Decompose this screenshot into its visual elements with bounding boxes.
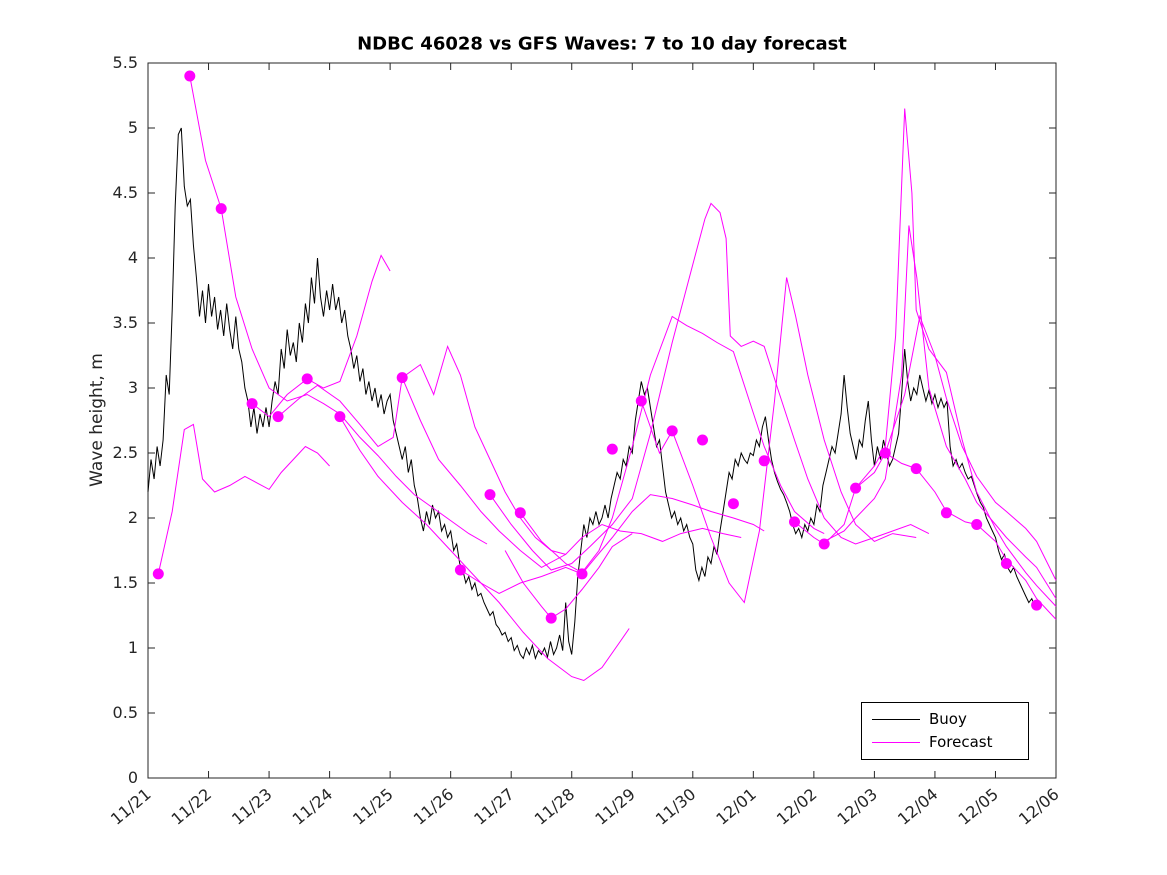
y-tick-label: 3.5 xyxy=(113,313,138,332)
forecast-marker-dot xyxy=(484,489,496,501)
forecast-marker-dot xyxy=(606,443,618,455)
forecast-marker-dot xyxy=(246,398,258,410)
forecast-series-line xyxy=(504,533,633,619)
x-tick-label: 11/21 xyxy=(107,785,155,829)
legend-entry-forecast: Forecast xyxy=(862,735,1028,750)
y-tick-label: 2.5 xyxy=(113,443,138,462)
forecast-series-line xyxy=(794,108,1057,607)
y-tick-label: 4 xyxy=(128,248,138,267)
x-tick-label: 11/26 xyxy=(410,785,458,829)
chart-title: NDBC 46028 vs GFS Waves: 7 to 10 day for… xyxy=(357,33,847,55)
forecast-series-line xyxy=(489,202,930,571)
forecast-series-line xyxy=(339,416,630,682)
y-tick-label: 0 xyxy=(128,768,138,787)
forecast-marker-dot xyxy=(697,434,708,446)
forecast-marker-dot xyxy=(758,455,770,467)
x-tick-label: 11/28 xyxy=(531,785,579,829)
forecast-marker-dot xyxy=(184,70,196,82)
forecast-series-line xyxy=(189,75,488,545)
buoy-line-swatch xyxy=(872,718,920,720)
forecast-marker-dot xyxy=(152,568,164,580)
forecast-series-line xyxy=(401,377,742,568)
y-tick-label: 3 xyxy=(128,378,138,397)
x-tick-label: 12/02 xyxy=(773,785,821,829)
x-tick-label: 11/24 xyxy=(289,785,337,829)
forecast-series-line xyxy=(855,314,1057,581)
x-tick-label: 12/04 xyxy=(894,785,942,829)
y-tick-label: 4.5 xyxy=(113,183,138,202)
forecast-marker-dot xyxy=(940,507,952,519)
x-tick-label: 11/29 xyxy=(591,785,639,829)
forecast-marker-dot xyxy=(514,507,526,519)
forecast-marker-dot xyxy=(879,447,891,459)
x-tick-label: 11/23 xyxy=(228,785,276,829)
forecast-marker-dot xyxy=(850,482,862,494)
legend-box: Buoy Forecast xyxy=(861,702,1029,760)
x-tick-label: 11/30 xyxy=(652,785,700,829)
x-tick-label: 11/25 xyxy=(349,785,397,829)
forecast-series-line xyxy=(823,225,1057,599)
forecast-marker-dot xyxy=(727,498,739,510)
x-tick-label: 11/27 xyxy=(470,785,518,829)
forecast-series-line xyxy=(460,494,765,594)
forecast-line-swatch xyxy=(872,742,920,744)
forecast-marker-dot xyxy=(454,564,466,576)
legend-label-buoy: Buoy xyxy=(929,709,967,728)
forecast-marker-dot xyxy=(666,425,678,437)
forecast-marker-dot xyxy=(1000,558,1012,569)
x-tick-label: 12/01 xyxy=(712,785,760,829)
forecast-marker-dot xyxy=(818,538,830,550)
y-tick-label: 5 xyxy=(128,118,138,137)
forecast-marker-dot xyxy=(545,612,557,624)
y-tick-label: 5.5 xyxy=(113,53,138,72)
x-tick-label: 12/03 xyxy=(833,785,881,829)
forecast-marker-dot xyxy=(272,411,284,423)
legend-label-forecast: Forecast xyxy=(929,733,993,752)
x-tick-label: 11/22 xyxy=(168,785,216,829)
forecast-marker-dot xyxy=(789,516,800,528)
y-tick-label: 1 xyxy=(128,638,138,657)
forecast-marker-dot xyxy=(334,411,346,423)
forecast-marker-dot xyxy=(215,203,227,215)
forecast-marker-dot xyxy=(971,519,983,530)
legend-entry-buoy: Buoy xyxy=(862,709,1028,728)
y-axis-label: Wave height, m xyxy=(87,353,107,487)
plot-box xyxy=(147,62,1057,779)
y-tick-label: 1.5 xyxy=(113,573,138,592)
buoy-series-line xyxy=(147,127,1039,661)
forecast-marker-dot xyxy=(910,463,922,475)
x-tick-label: 12/05 xyxy=(955,785,1003,829)
forecast-series-line xyxy=(640,277,917,604)
forecast-series-line xyxy=(251,254,391,418)
y-tick-label: 0.5 xyxy=(113,703,138,722)
forecast-marker-dot xyxy=(635,395,647,407)
x-tick-label: 12/06 xyxy=(1015,785,1063,829)
forecast-marker-dot xyxy=(301,373,313,385)
forecast-marker-dot xyxy=(396,372,408,384)
y-tick-label: 2 xyxy=(128,508,138,527)
forecast-marker-dot xyxy=(1031,599,1043,611)
forecast-marker-dot xyxy=(576,568,588,580)
forecast-series-line xyxy=(157,423,330,575)
